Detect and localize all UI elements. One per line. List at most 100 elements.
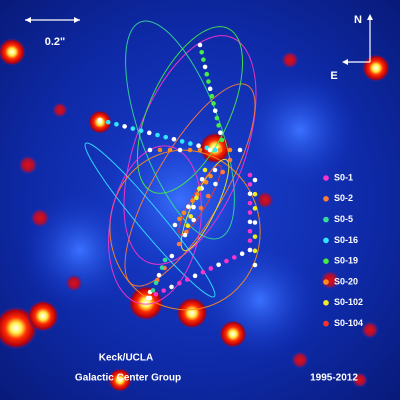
- orbit-point: [197, 147, 203, 153]
- orbit-point: [247, 228, 253, 234]
- orbit-point: [147, 147, 153, 153]
- orbit-point: [206, 79, 211, 84]
- orbit-point: [188, 214, 194, 219]
- legend-label: S0-19: [334, 256, 358, 266]
- orbit-point: [188, 141, 193, 146]
- orbit-point: [247, 172, 253, 178]
- orbit-point: [207, 86, 213, 92]
- orbit-point: [199, 50, 204, 55]
- orbit-point: [252, 248, 258, 254]
- orbit-point: [202, 167, 208, 173]
- orbit-point: [211, 101, 216, 106]
- orbit-point: [219, 137, 225, 143]
- legend-swatch: [323, 216, 329, 223]
- orbit-point: [150, 288, 156, 293]
- orbit-point: [218, 130, 223, 135]
- orbit-points: [97, 42, 258, 301]
- orbit-point: [196, 186, 202, 191]
- orbit-point: [155, 132, 160, 138]
- legend-label: S0-16: [334, 235, 358, 245]
- orbit-point: [197, 42, 203, 48]
- orbit: [84, 142, 216, 298]
- orbit-point: [217, 147, 223, 153]
- legend-label: S0-102: [334, 297, 363, 307]
- orbit-point: [237, 147, 243, 153]
- compass: N E: [330, 14, 373, 82]
- orbit-point: [157, 147, 163, 153]
- legend-label: S0-5: [334, 214, 353, 224]
- orbit-point: [252, 177, 258, 183]
- orbit-point: [216, 262, 221, 268]
- orbit-point: [213, 181, 218, 187]
- scale-label: 0.2": [45, 36, 66, 48]
- orbit-point: [252, 220, 258, 225]
- legend-label: S0-104: [334, 318, 363, 328]
- orbit-point: [247, 219, 253, 225]
- legend-swatch: [323, 237, 329, 244]
- orbit-point: [208, 266, 214, 271]
- orbit-point: [196, 143, 201, 149]
- compass-north: N: [354, 14, 362, 26]
- orbit-point: [114, 121, 119, 127]
- orbit-point: [247, 247, 253, 253]
- orbit-point: [208, 173, 213, 179]
- orbit-point: [252, 206, 258, 211]
- legend-swatch: [323, 320, 329, 327]
- orbit-point: [182, 232, 188, 238]
- orbit-point: [185, 223, 191, 229]
- orbit-point: [105, 119, 111, 125]
- orbit-point: [186, 204, 191, 209]
- orbit-point: [216, 123, 221, 128]
- orbit-point: [239, 251, 245, 256]
- orbit-point: [209, 93, 215, 99]
- orbit-point: [252, 234, 258, 239]
- orbit-point: [205, 193, 211, 199]
- orbit-point: [201, 57, 206, 62]
- orbit-point: [252, 191, 258, 197]
- orbit-point: [130, 126, 136, 131]
- legend-swatch: [323, 258, 329, 265]
- orbit-point: [194, 195, 199, 201]
- orbit-point: [177, 147, 183, 153]
- credit-line-2: Galactic Center Group: [75, 373, 181, 384]
- legend-label: S0-1: [334, 172, 353, 182]
- orbit-point: [179, 139, 185, 144]
- orbit: [178, 164, 222, 236]
- orbit-point: [199, 176, 205, 182]
- legend-swatch: [323, 300, 329, 306]
- legend-swatch: [323, 196, 329, 202]
- orbit-point: [212, 108, 218, 114]
- orbit-point: [138, 128, 144, 134]
- orbit-point: [247, 182, 253, 187]
- orbit-point: [162, 257, 168, 263]
- orbit-point: [176, 241, 182, 247]
- orbit-point: [161, 288, 166, 293]
- orbit-point: [227, 147, 233, 153]
- legend-label: S0-2: [334, 193, 353, 203]
- orbit-point: [207, 147, 213, 153]
- orbit-point: [169, 253, 175, 259]
- orbit-point: [153, 292, 159, 297]
- orbit-point: [159, 265, 165, 270]
- orbit: [108, 145, 202, 305]
- orbit-point: [232, 255, 237, 260]
- orbit-point: [177, 216, 182, 222]
- orbit-point: [153, 280, 159, 286]
- orbit-point: [169, 284, 174, 290]
- orbit-point: [192, 273, 198, 279]
- orbit-point: [203, 179, 209, 185]
- orbit-point: [122, 124, 127, 129]
- orbit-point: [247, 191, 253, 197]
- orbit-point: [212, 167, 218, 173]
- orbit-point: [247, 200, 253, 206]
- orbit-point: [227, 157, 233, 163]
- orbit-point: [202, 64, 208, 70]
- orbit-point: [181, 210, 187, 216]
- orbit-point: [177, 280, 182, 286]
- orbit-point: [156, 272, 162, 278]
- legend-swatch: [323, 175, 329, 181]
- orbit-point: [191, 217, 196, 223]
- orbit-point: [171, 136, 177, 142]
- compass-east: E: [330, 70, 337, 82]
- orbit-point: [167, 147, 173, 153]
